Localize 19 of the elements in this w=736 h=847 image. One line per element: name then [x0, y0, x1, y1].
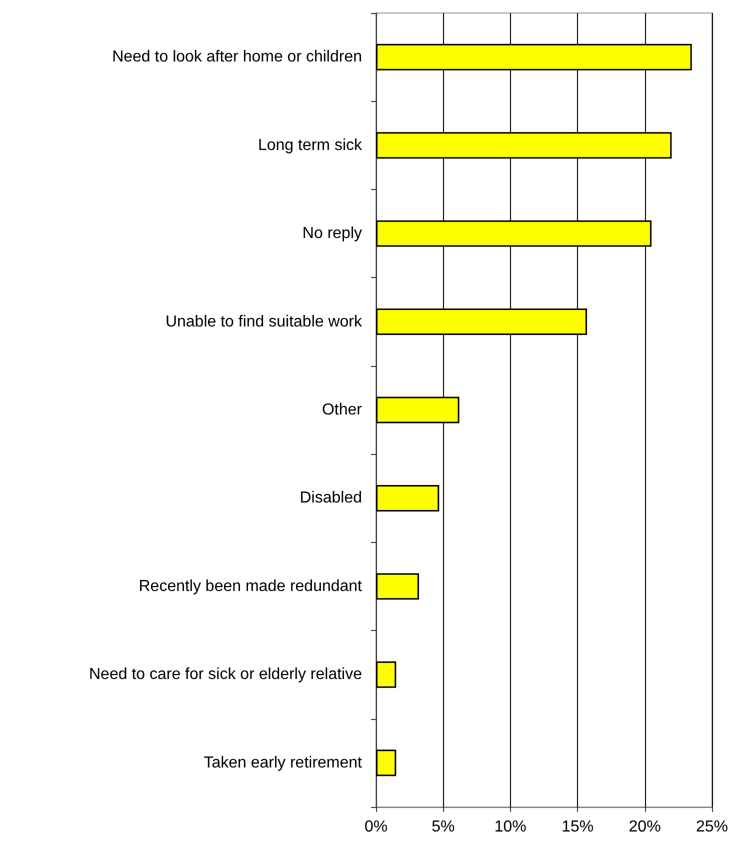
y-tick-label: Other: [322, 402, 363, 418]
x-tick-label: 15%: [562, 818, 594, 836]
bar: [376, 750, 396, 776]
y-tick-label: No reply: [302, 225, 362, 242]
x-tick-label: 10%: [494, 818, 526, 836]
y-tick-label: Long term sick: [258, 136, 363, 154]
y-tick-label: Recently been made redundant: [138, 578, 363, 595]
y-tick-label: Taken early retirement: [204, 754, 363, 772]
y-tick-label: Need to look after home or children: [112, 48, 362, 66]
bar: [376, 661, 396, 688]
y-tick-label: Unable to find suitable work: [165, 313, 363, 330]
bar: [376, 573, 420, 600]
x-tick-label: 0%: [364, 818, 388, 836]
y-tick-label: Need to care for sick or elderly relative: [89, 666, 362, 684]
bar: [376, 484, 440, 512]
x-tick-label: 5%: [432, 818, 455, 836]
y-tick-label: Disabled: [300, 490, 362, 507]
x-tick-label: 20%: [628, 818, 661, 836]
x-tick-label: 25%: [696, 818, 728, 836]
